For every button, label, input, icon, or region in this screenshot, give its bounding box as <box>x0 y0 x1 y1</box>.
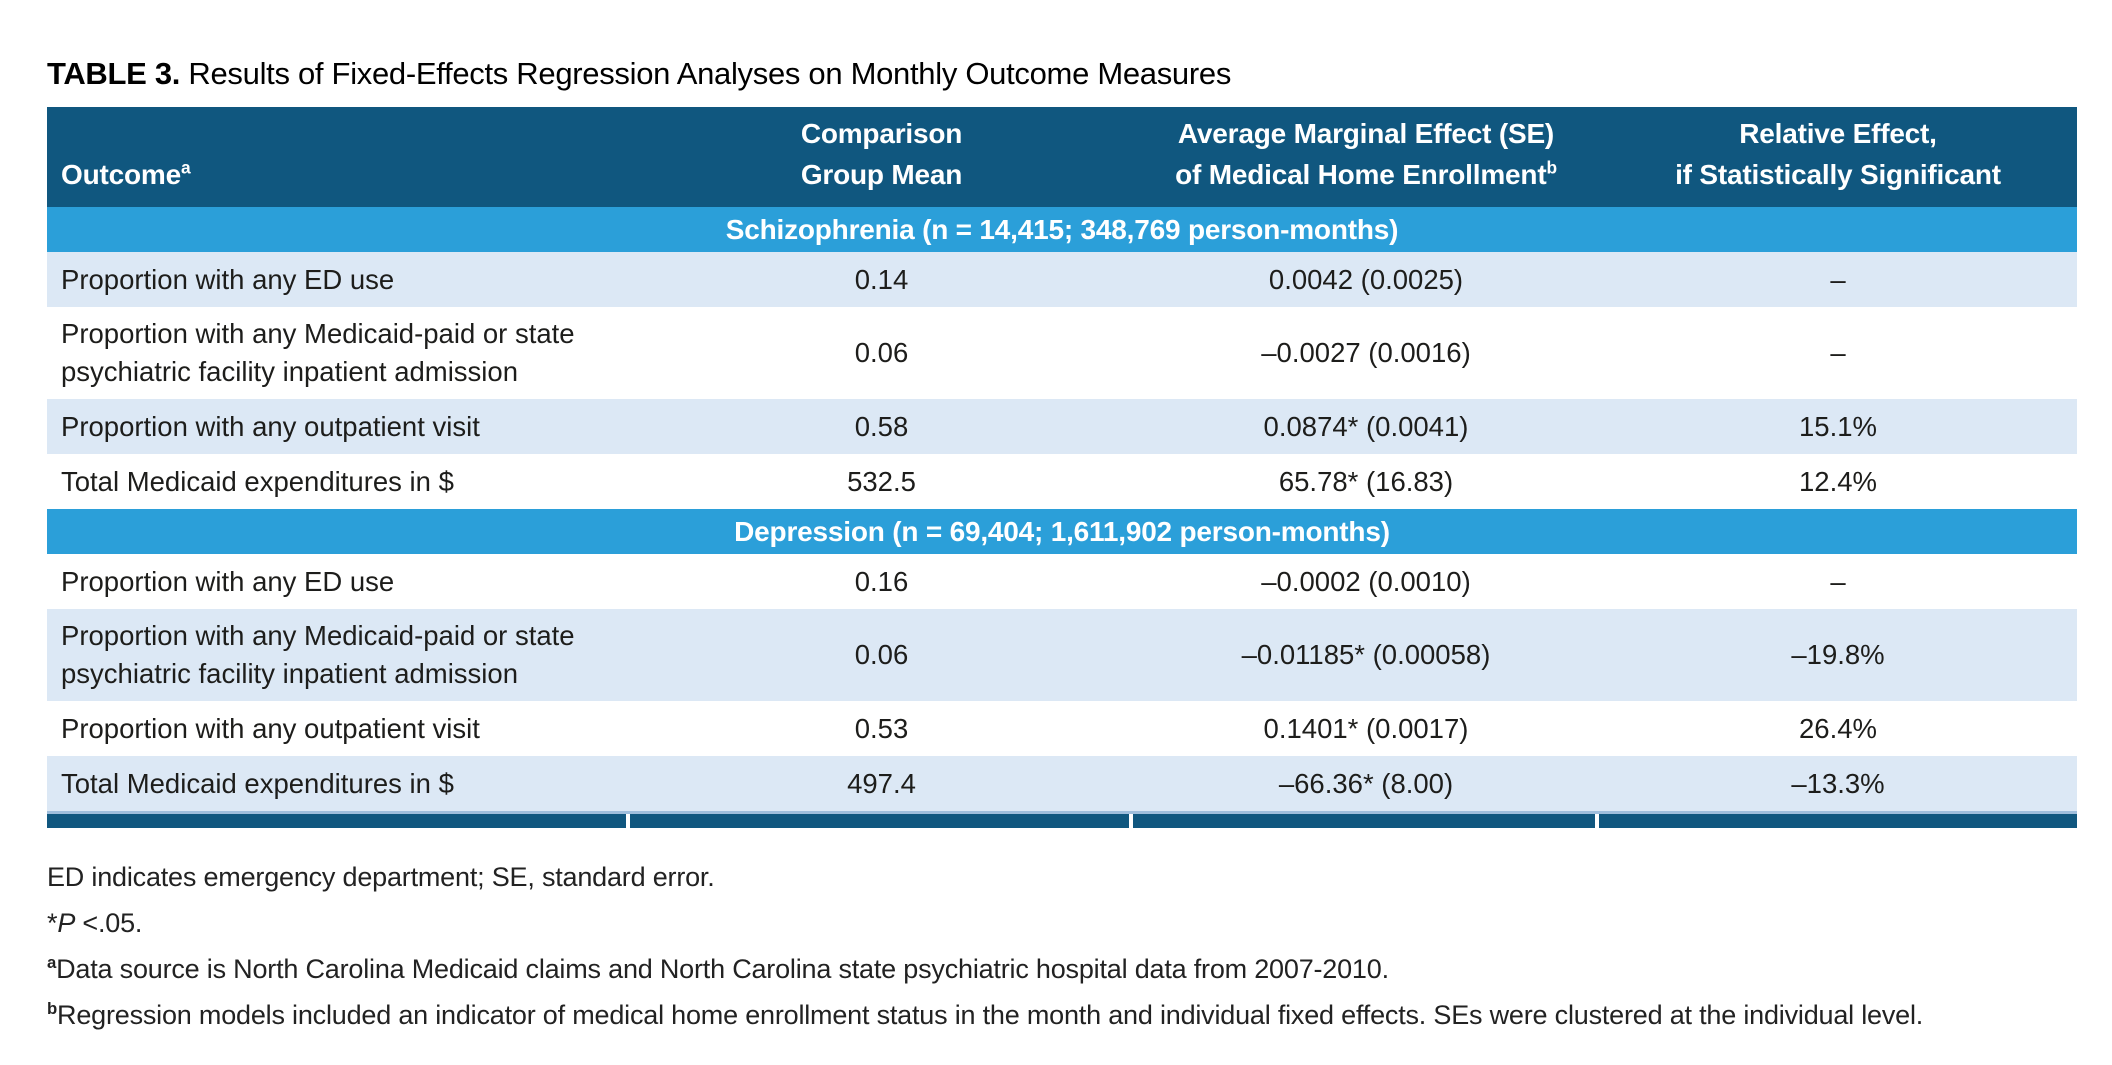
outcome-cell: Total Medicaid expenditures in $ <box>61 465 454 497</box>
header-mean-line1: Comparison <box>800 118 963 149</box>
header-ame-line1: Average Marginal Effect (SE) <box>1177 118 1555 149</box>
section-band-depression: Depression (n = 69,404; 1,611,902 person… <box>47 509 2077 554</box>
header-mean-line2: Group Mean <box>800 159 963 190</box>
table-row: Total Medicaid expenditures in $ 497.4 –… <box>47 756 2077 811</box>
bottom-rule-segment <box>47 814 626 828</box>
table-row: Proportion with any outpatient visit 0.5… <box>47 399 2077 454</box>
table-row: Proportion with any ED use 0.14 0.0042 (… <box>47 252 2077 307</box>
outcome-cell: Proportion with any outpatient visit <box>61 410 480 442</box>
page: TABLE 3. Results of Fixed-Effects Regres… <box>47 56 2112 1038</box>
outcome-cell: Proportion with any ED use <box>61 565 395 597</box>
bottom-rule-segment <box>1133 814 1595 828</box>
header-relative-effect: Relative Effect, if Statistically Signif… <box>1599 107 2077 207</box>
table-bottom-rule <box>47 814 2077 828</box>
footnote-p: P <box>57 908 76 938</box>
outcome-cell: Proportion with any Medicaid-paid or sta… <box>61 620 575 689</box>
relative-effect-cell: – <box>1830 565 1846 597</box>
relative-effect-cell: 15.1% <box>1799 410 1877 442</box>
header-outcome: Outcomea <box>47 107 630 207</box>
outcome-cell: Proportion with any Medicaid-paid or sta… <box>61 318 575 387</box>
relative-effect-cell: – <box>1830 263 1846 295</box>
section-band-schizophrenia: Schizophrenia (n = 14,415; 348,769 perso… <box>47 207 2077 252</box>
comparison-mean-cell: 532.5 <box>847 465 916 497</box>
marginal-effect-cell: –0.01185* (0.00058) <box>1241 639 1491 670</box>
table-header-row: Outcomea Comparison Group Mean Average M… <box>47 107 2077 207</box>
marginal-effect-cell: 65.78* (16.83) <box>1278 465 1454 497</box>
outcome-cell: Proportion with any ED use <box>61 263 395 295</box>
marginal-effect-cell: –0.0002 (0.0010) <box>1261 565 1471 597</box>
footnote-star: * <box>47 908 58 938</box>
footnote-significance: *P <.05. <box>47 900 2112 946</box>
footnote-marker-a: a <box>180 157 191 178</box>
marginal-effect-cell: –66.36* (8.00) <box>1278 767 1454 799</box>
comparison-mean-cell: 0.16 <box>854 565 909 597</box>
header-rel-line1: Relative Effect, <box>1739 118 1937 149</box>
footnote-b-text: Regression models included an indicator … <box>57 1000 1924 1030</box>
header-average-marginal-effect: Average Marginal Effect (SE) of Medical … <box>1133 107 1599 207</box>
comparison-mean-cell: 497.4 <box>847 767 916 799</box>
relative-effect-cell: –13.3% <box>1791 767 1885 799</box>
comparison-mean-cell: 0.53 <box>854 712 909 744</box>
comparison-mean-cell: 0.06 <box>854 639 909 670</box>
table-title: TABLE 3. Results of Fixed-Effects Regres… <box>47 56 2112 92</box>
header-rel-line2: if Statistically Significant <box>1675 159 2001 190</box>
relative-effect-cell: 12.4% <box>1799 465 1877 497</box>
footnotes: ED indicates emergency department; SE, s… <box>47 854 2112 1038</box>
footnote-sig-rest: <.05. <box>75 908 143 938</box>
table-bottom-hairline <box>47 811 2077 814</box>
table-row: Total Medicaid expenditures in $ 532.5 6… <box>47 454 2077 509</box>
header-comparison-group-mean: Comparison Group Mean <box>630 107 1133 207</box>
footnote-abbreviations: ED indicates emergency department; SE, s… <box>47 862 715 892</box>
comparison-mean-cell: 0.14 <box>854 263 909 295</box>
footnote-a-text: Data source is North Carolina Medicaid c… <box>56 954 1389 984</box>
relative-effect-cell: –19.8% <box>1791 639 1885 670</box>
comparison-mean-cell: 0.58 <box>854 410 909 442</box>
header-ame-line2: of Medical Home Enrollment <box>1175 159 1547 190</box>
table-row: Proportion with any ED use 0.16 –0.0002 … <box>47 554 2077 609</box>
table-title-label: TABLE 3. <box>47 56 181 91</box>
outcome-cell: Proportion with any outpatient visit <box>61 712 480 744</box>
footnote-a-marker: a <box>47 953 57 972</box>
table-row: Proportion with any Medicaid-paid or sta… <box>47 307 2077 399</box>
bottom-rule-segment <box>630 814 1129 828</box>
footnote-b: bRegression models included an indicator… <box>47 992 2112 1038</box>
footnote-marker-b: b <box>1546 157 1557 178</box>
header-outcome-label: Outcome <box>61 159 181 190</box>
comparison-mean-cell: 0.06 <box>854 337 909 368</box>
marginal-effect-cell: –0.0027 (0.0016) <box>1261 337 1471 368</box>
marginal-effect-cell: 0.1401* (0.0017) <box>1263 712 1469 744</box>
table-row: Proportion with any Medicaid-paid or sta… <box>47 609 2077 701</box>
marginal-effect-cell: 0.0874* (0.0041) <box>1263 410 1469 442</box>
footnote-a: aData source is North Carolina Medicaid … <box>47 946 2112 992</box>
marginal-effect-cell: 0.0042 (0.0025) <box>1268 263 1464 295</box>
outcome-cell: Total Medicaid expenditures in $ <box>61 767 454 799</box>
regression-results-table: Outcomea Comparison Group Mean Average M… <box>47 107 2077 828</box>
table-title-text: Results of Fixed-Effects Regression Anal… <box>180 56 1232 91</box>
footnote-b-marker: b <box>47 999 58 1018</box>
relative-effect-cell: 26.4% <box>1799 712 1877 744</box>
table-row: Proportion with any outpatient visit 0.5… <box>47 701 2077 756</box>
bottom-rule-segment <box>1599 814 2077 828</box>
relative-effect-cell: – <box>1830 337 1846 368</box>
